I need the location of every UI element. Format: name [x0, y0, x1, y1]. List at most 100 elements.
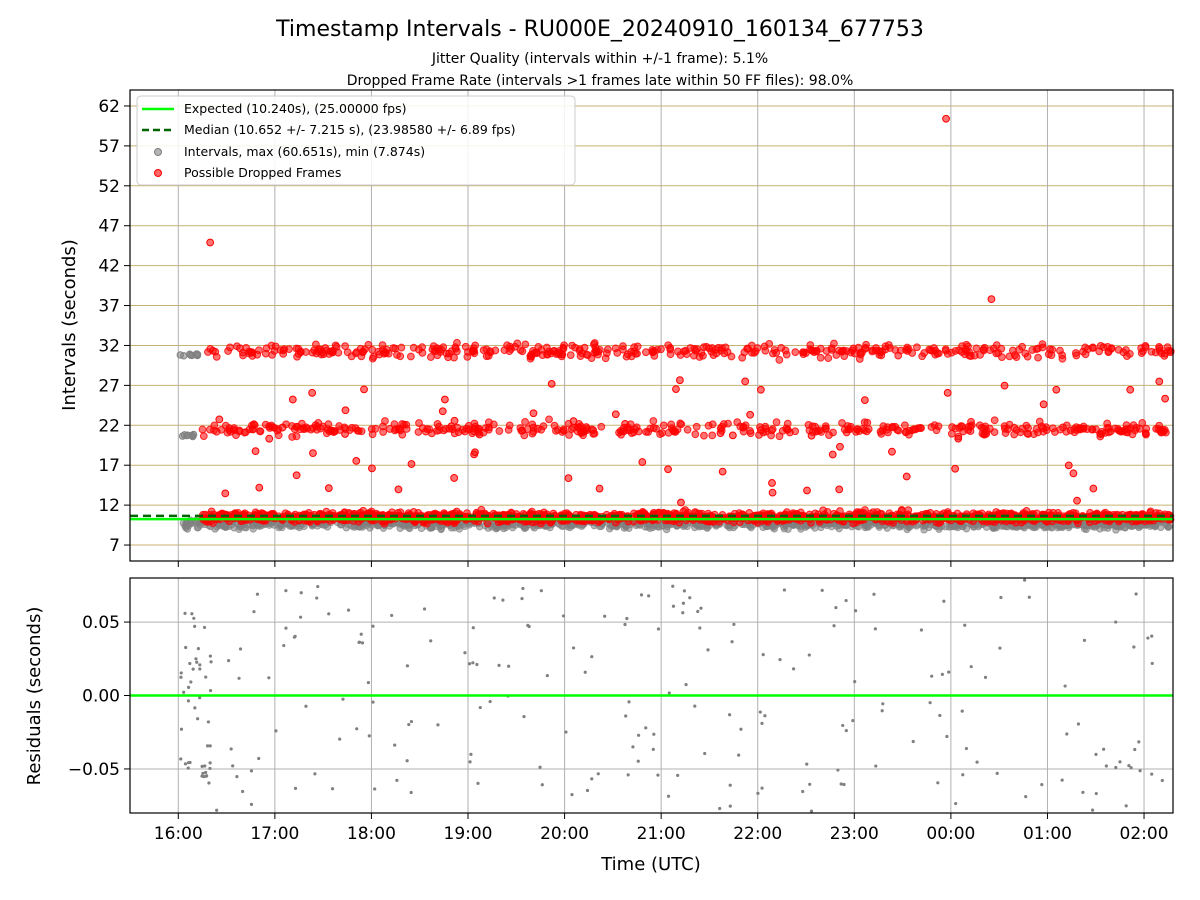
dropped-point	[250, 420, 258, 429]
dropped-point	[666, 344, 675, 352]
dropped-point	[941, 345, 950, 354]
residual-point	[1081, 790, 1085, 794]
dropped-point	[658, 429, 667, 437]
dropped-point	[621, 419, 630, 428]
residual-point	[684, 683, 688, 687]
residual-point	[807, 653, 811, 657]
dropped-point	[933, 349, 942, 358]
dropped-point	[341, 406, 350, 415]
interval-point	[662, 525, 671, 534]
residual-point	[545, 674, 549, 678]
residual-point	[293, 786, 298, 790]
residual-point	[395, 778, 399, 782]
residual-point	[193, 624, 197, 628]
residual-point	[841, 723, 845, 728]
interval-point	[186, 351, 195, 359]
residual-point	[190, 612, 194, 616]
dropped-point	[775, 356, 784, 364]
dropped-point	[1024, 430, 1033, 438]
residual-point	[938, 713, 942, 718]
dropped-point	[1000, 381, 1009, 390]
residual-point	[945, 734, 949, 739]
dropped-point	[1161, 394, 1169, 403]
residual-point	[1063, 684, 1067, 688]
interval-point	[835, 524, 843, 533]
residual-point	[570, 793, 574, 797]
interval-point	[863, 523, 871, 531]
residual-point	[409, 719, 414, 724]
residual-point	[947, 670, 951, 674]
dropped-point	[981, 422, 990, 431]
dropped-point	[406, 352, 415, 361]
residuals-panel: −0.05 0.00 0.05 16:00 17:00 18:00 19:00 20:00 2…	[24, 577, 1174, 875]
dropped-point	[746, 429, 755, 438]
dropped-point	[421, 427, 430, 436]
residual-point	[832, 624, 836, 628]
residual-point	[467, 662, 472, 666]
residual-point	[316, 584, 320, 589]
residual-point	[1160, 778, 1164, 783]
residual-point	[792, 667, 796, 671]
dropped-point	[324, 420, 333, 429]
dropped-point	[724, 419, 732, 428]
dropped-point	[778, 426, 787, 435]
dropped-point	[948, 423, 956, 431]
residual-point	[405, 759, 409, 763]
residual-point	[1094, 791, 1098, 796]
dropped-point	[860, 396, 869, 405]
dropped-point	[619, 342, 627, 350]
residual-point	[1134, 592, 1138, 596]
residual-point	[881, 702, 885, 706]
residual-point	[961, 773, 965, 777]
residual-point	[998, 646, 1002, 650]
residual-point	[208, 744, 212, 748]
dropped-point	[505, 421, 514, 430]
residual-point	[208, 766, 212, 771]
residual-point	[527, 624, 531, 629]
residual-point	[429, 639, 433, 643]
residual-point	[854, 609, 858, 613]
dropped-point	[611, 344, 620, 353]
residual-point	[409, 790, 413, 795]
dropped-point	[520, 431, 529, 440]
residuals-y-label: Residuals (seconds)	[24, 607, 45, 786]
y-tick-label: 62	[98, 97, 120, 117]
residual-point	[189, 680, 193, 684]
dropped-point	[672, 385, 680, 394]
residual-point	[693, 704, 697, 708]
residual-point	[1114, 620, 1118, 624]
dropped-point	[1021, 349, 1030, 358]
dropped-point	[573, 423, 582, 432]
residual-point	[200, 774, 204, 778]
y-tick-label: −0.05	[68, 760, 120, 780]
dropped-point	[534, 342, 543, 351]
dropped-point	[772, 418, 781, 427]
dropped-point	[747, 348, 756, 357]
dropped-point	[545, 347, 553, 356]
residual-point	[688, 596, 692, 600]
dropped-point	[877, 351, 886, 360]
dropped-point	[807, 431, 816, 440]
residual-point	[983, 675, 988, 679]
dropped-point	[631, 425, 639, 433]
residual-point	[698, 626, 702, 630]
dropped-point	[484, 351, 493, 360]
x-tick-label: 01:00	[1023, 824, 1072, 844]
y-tick-label: 47	[98, 217, 120, 237]
dropped-point	[785, 428, 794, 437]
residual-point	[1129, 766, 1133, 770]
residual-point	[732, 622, 736, 626]
residual-point	[1138, 769, 1142, 773]
residuals-points	[179, 578, 1164, 813]
residual-point	[1094, 752, 1098, 756]
residual-point	[1082, 638, 1087, 642]
residual-point	[237, 676, 241, 680]
dropped-point	[341, 342, 350, 351]
residual-point	[739, 727, 743, 731]
residual-point	[252, 610, 256, 614]
residual-point	[652, 732, 656, 736]
dropped-point	[539, 422, 548, 431]
residual-point	[873, 627, 877, 631]
dropped-point	[1123, 352, 1131, 360]
dropped-point	[791, 348, 800, 357]
